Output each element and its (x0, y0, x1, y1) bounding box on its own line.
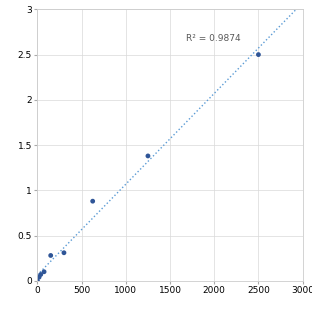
Point (90, 199, 95, 204)
Point (145, 154, 150, 158)
Point (41, 269, 46, 274)
Point (48, 253, 53, 258)
Point (38, 272, 43, 277)
Point (37, 275, 41, 280)
Point (61, 250, 66, 255)
Point (35, 278, 40, 283)
Point (256, 52, 261, 57)
Text: R² = 0.9874: R² = 0.9874 (186, 34, 241, 43)
